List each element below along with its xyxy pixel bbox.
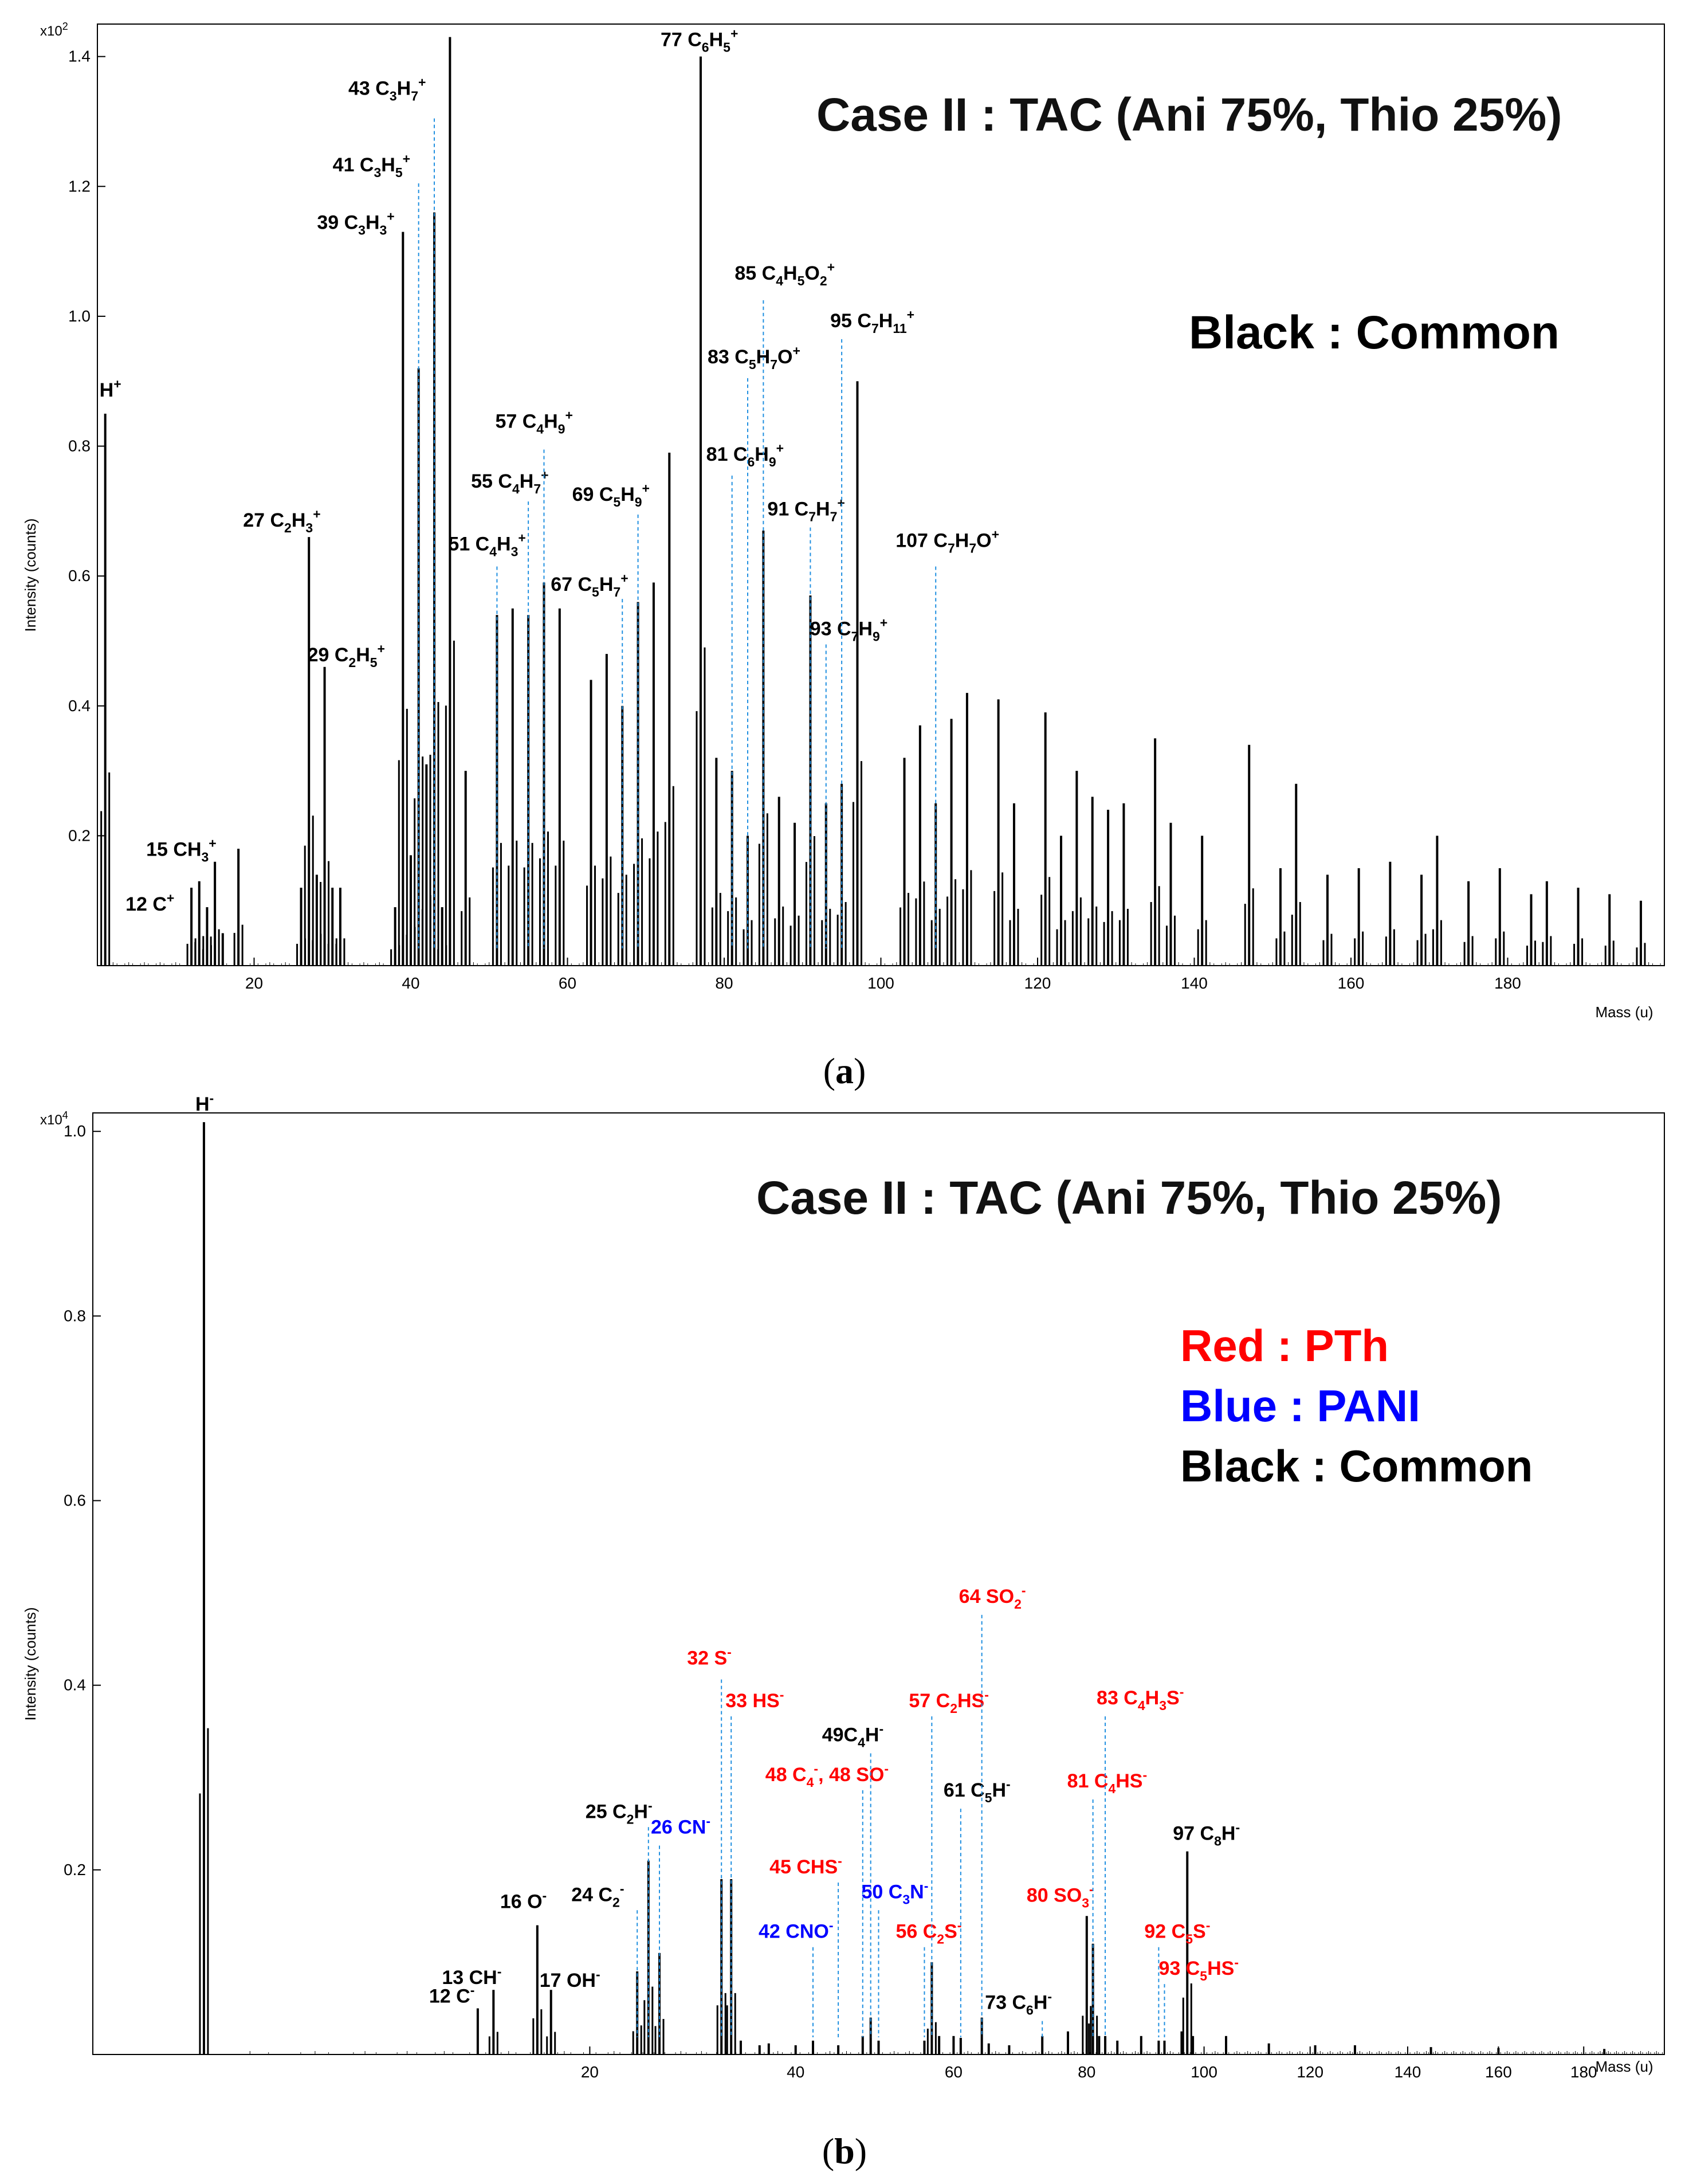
peak-label: 55 C4H7+ [471,468,548,496]
peak-label: 15 CH3+ [146,836,217,865]
peak-label: 83 C4H3S- [1097,1684,1184,1713]
peak-label: 83 C5H7O+ [708,343,800,372]
peak-label: 45 CHS- [769,1853,842,1878]
y-tick-label: 0.6 [64,1492,86,1509]
peak-label: H- [195,1091,214,1115]
y-tick-label: 0.2 [68,826,91,844]
peak-label: 97 C8H- [1173,1820,1240,1849]
peak-label: 39 C3H3+ [317,209,394,238]
peak-label: 12 C- [429,1982,475,2007]
annotations: H+ 12 C+ 15 CH3+ 27 C2H3+ 29 C2H5+ 39 C3H3+ 41… [100,26,999,948]
peak-label: 41 C3H5+ [333,151,410,180]
y-axis-title: Intensity (counts) [22,1607,39,1721]
x-tick-label: 140 [1395,2063,1421,2081]
x-tick-label: 180 [1570,2063,1597,2081]
legend-item: Black : Common [1180,1441,1533,1491]
peak-label: 16 O- [500,1888,547,1912]
x-tick-label: 140 [1181,974,1208,992]
y-scale-label: x102 [40,21,68,39]
peak-label: 93 C7H9+ [810,615,887,644]
x-tick-label: 180 [1494,974,1521,992]
peak-label: 77 C6H5+ [661,26,738,55]
legend-item: Blue : PANI [1180,1381,1420,1431]
x-axis-title: Mass (u) [1595,2058,1653,2075]
peak-label: 48 C4-, 48 SO- [765,1761,889,1790]
peak-label: 81 C6H9+ [706,441,784,469]
peak-label: 69 C5H9+ [572,481,650,509]
y-tick-label: 0.6 [68,567,91,585]
peak-label: 81 C4HS- [1067,1767,1148,1796]
x-tick-label: 20 [581,2063,599,2081]
peak-label: 49C4H- [822,1721,883,1750]
x-tick-label: 160 [1338,974,1365,992]
peak-label: H+ [100,377,121,401]
y-tick-label: 1.2 [68,177,91,195]
y-tick-label: 0.4 [68,697,91,715]
y-tick-label: 1.0 [68,307,91,325]
y-tick-label: 0.4 [64,1676,86,1694]
peak-label: 85 C4H5O2+ [734,260,835,288]
chart-panel-a: x102 0.2 0.4 0.6 0.8 1.0 1.2 1.4 Intensity (coun… [22,21,1665,1091]
peak-label: 56 C2S- [895,1918,961,1947]
x-tick-label: 100 [867,974,894,992]
peak-label: 32 S- [687,1645,732,1669]
peak-label: 13 CH- [442,1964,501,1989]
peak-label: 93 C5HS- [1158,1955,1239,1983]
y-tick-label: 0.2 [64,1861,86,1879]
peak-label: 80 SO3- [1027,1881,1094,1910]
peak-label: 26 CN- [651,1814,710,1838]
peak-label: 107 C7H7O+ [895,527,999,555]
peak-label: 57 C2HS- [909,1687,989,1716]
x-tick-label: 120 [1297,2063,1323,2081]
peak-label: 51 C4H3+ [448,530,525,559]
peak-label: 29 C2H5+ [308,641,385,670]
peak-label: 24 C2- [571,1881,624,1909]
y-scale-label: x104 [40,1109,68,1128]
annotations: H- 12 C-13 CH- 16 O- 17 OH- 24 C2- 25 C2H-26 … [195,1091,1240,2037]
x-tick-label: 100 [1191,2063,1217,2081]
peak-label: 73 C6H- [985,1989,1052,2018]
x-tick-label: 60 [559,974,576,992]
peak-label: 67 C5H7+ [551,571,628,599]
peak-label: 57 C4H9+ [495,408,572,437]
peak-label: 50 C3N- [862,1878,929,1907]
peak-label: 42 CNO- [759,1918,834,1943]
peaks [199,1122,1606,2054]
chart-panel-b: x104 0.2 0.4 0.6 0.8 1.0 Intensity (counts) 20 4… [22,1091,1665,2171]
x-tick-label: 80 [1078,2063,1095,2081]
figure-caption: (b) [822,2131,867,2171]
x-tick-label: 60 [945,2063,963,2081]
x-tick-label: 20 [245,974,263,992]
legend-item: Black : Common [1189,307,1560,359]
x-tick-label: 40 [402,974,419,992]
legend-item: Red : PTh [1180,1320,1389,1371]
peaks [100,37,1646,966]
x-tick-label: 120 [1024,974,1051,992]
y-tick-label: 1.4 [68,48,91,65]
x-axis-title: Mass (u) [1595,1003,1653,1021]
peak-label: 92 C5S- [1144,1918,1210,1947]
peak-label: 61 C5H- [944,1777,1011,1805]
figure-caption: (a) [823,1050,866,1091]
chart-title: Case II : TAC (Ani 75%, Thio 25%) [756,1172,1502,1224]
peak-label: 91 C7H7+ [767,495,844,524]
x-tick-label: 40 [787,2063,804,2081]
peak-label: 95 C7H11+ [830,307,914,336]
peak-label: 12 C+ [125,891,174,915]
peak-label: 17 OH- [540,1967,600,1991]
peak-label: 25 C2H- [586,1798,653,1826]
peak-label: 33 HS- [725,1687,784,1712]
y-tick-label: 0.8 [64,1307,86,1324]
x-tick-label: 80 [715,974,733,992]
chart-title: Case II : TAC (Ani 75%, Thio 25%) [816,89,1562,141]
peak-label: 64 SO2- [959,1583,1026,1611]
peak-label: 27 C2H3+ [243,507,320,535]
x-tick-label: 160 [1485,2063,1512,2081]
y-tick-label: 1.0 [64,1122,86,1140]
peak-label: 43 C3H7+ [348,75,426,104]
y-axis-title: Intensity (counts) [22,519,39,632]
y-tick-label: 0.8 [68,437,91,455]
